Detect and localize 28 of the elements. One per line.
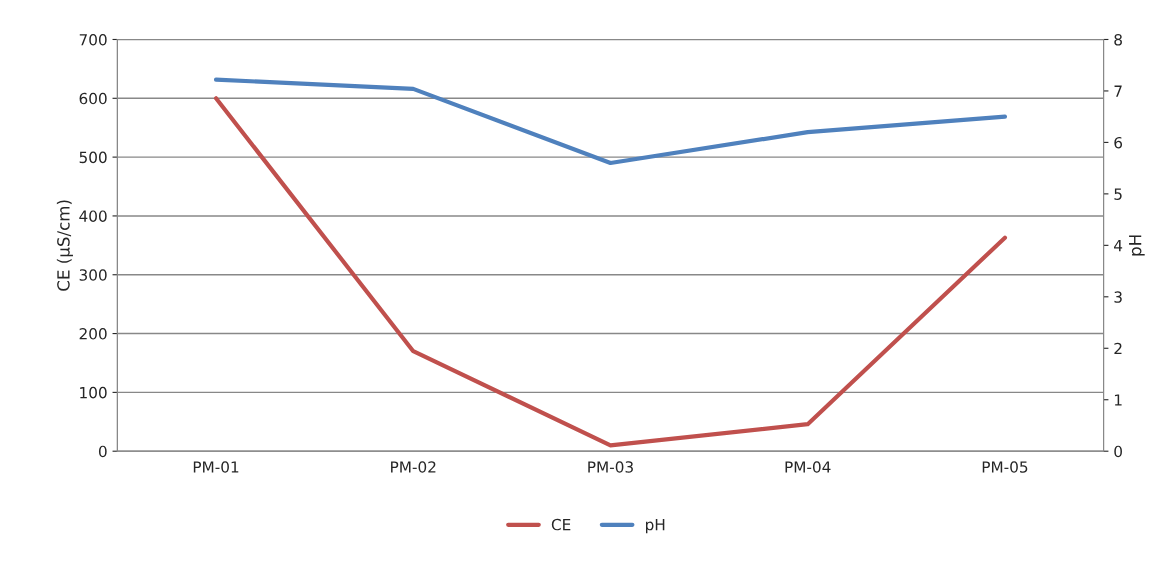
legend-label: pH [646, 519, 665, 534]
x-tick-label: PM-02 [391, 461, 436, 473]
y2-tick-label: 5 [1114, 188, 1122, 200]
x-tick-label: PM-04 [785, 461, 831, 473]
y-tick-label: 500 [79, 151, 107, 164]
y-tick-label: 200 [79, 328, 107, 340]
y2-tick-label: 7 [1114, 85, 1122, 97]
y-axis-title: CE (µS/cm) [56, 200, 73, 291]
y-tick-label: 0 [98, 445, 107, 458]
legend-label: CE [551, 518, 571, 531]
y2-tick-label: 4 [1114, 240, 1123, 252]
y2-tick-label: 2 [1114, 342, 1122, 355]
y2-tick-label: 0 [1114, 445, 1122, 458]
line-series [213, 77, 1008, 166]
y-tick-label: 700 [79, 33, 107, 46]
y2-axis-title: pH [1129, 235, 1145, 256]
x-tick-label: PM-03 [588, 461, 633, 473]
x-tick-label: PM-01 [193, 461, 239, 473]
y-tick-label: 400 [79, 210, 107, 222]
y2-tick-label: 8 [1114, 33, 1122, 46]
y-tick-label: 600 [79, 92, 107, 105]
line-series [213, 96, 1008, 448]
y-tick-label: 300 [79, 269, 107, 281]
x-tick-label: PM-05 [982, 461, 1028, 473]
y2-tick-label: 6 [1114, 136, 1123, 149]
y2-tick-label: 1 [1114, 394, 1122, 406]
y-tick-label: 100 [80, 386, 107, 399]
y2-tick-label: 3 [1114, 291, 1122, 303]
